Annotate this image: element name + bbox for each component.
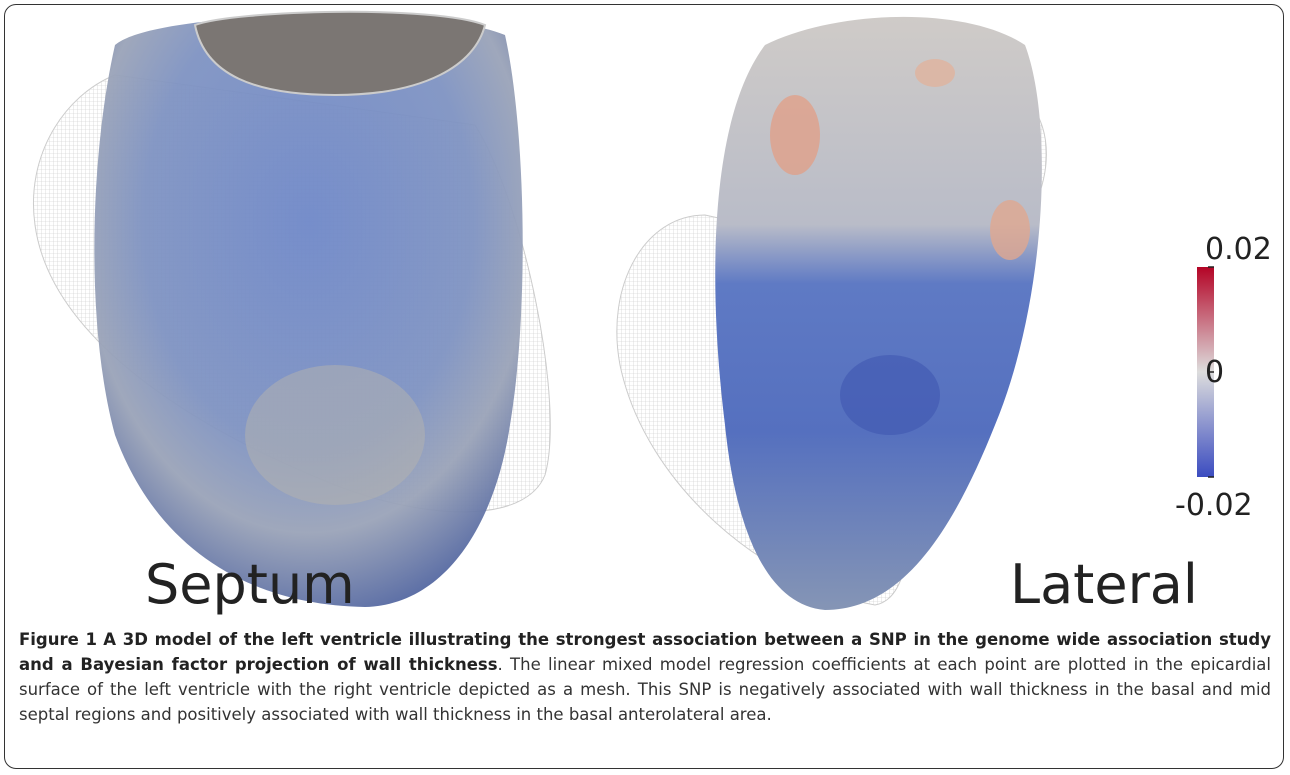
figure: Septum Lateral 0.02 0 -0.02 Figure 1 A 3D … — [4, 4, 1284, 769]
colorbar-tick-label: -0.02 — [1175, 488, 1253, 523]
caption: Figure 1 A 3D model of the left ventricl… — [19, 627, 1271, 727]
patch — [915, 59, 955, 87]
patch — [770, 95, 820, 175]
heart-surface — [715, 17, 1042, 610]
heart-surface — [94, 15, 522, 607]
colorbar-tick-label: 0 — [1205, 355, 1224, 390]
figure-image: Septum Lateral 0.02 0 -0.02 — [5, 5, 1284, 620]
colorbar-tick-label: 0.02 — [1205, 232, 1272, 267]
patch — [840, 355, 940, 435]
panel-label: Lateral — [1010, 553, 1198, 616]
panel-label: Septum — [145, 553, 355, 616]
caption-label: Figure 1 — [19, 630, 97, 649]
patch — [990, 200, 1030, 260]
patch — [245, 365, 425, 505]
